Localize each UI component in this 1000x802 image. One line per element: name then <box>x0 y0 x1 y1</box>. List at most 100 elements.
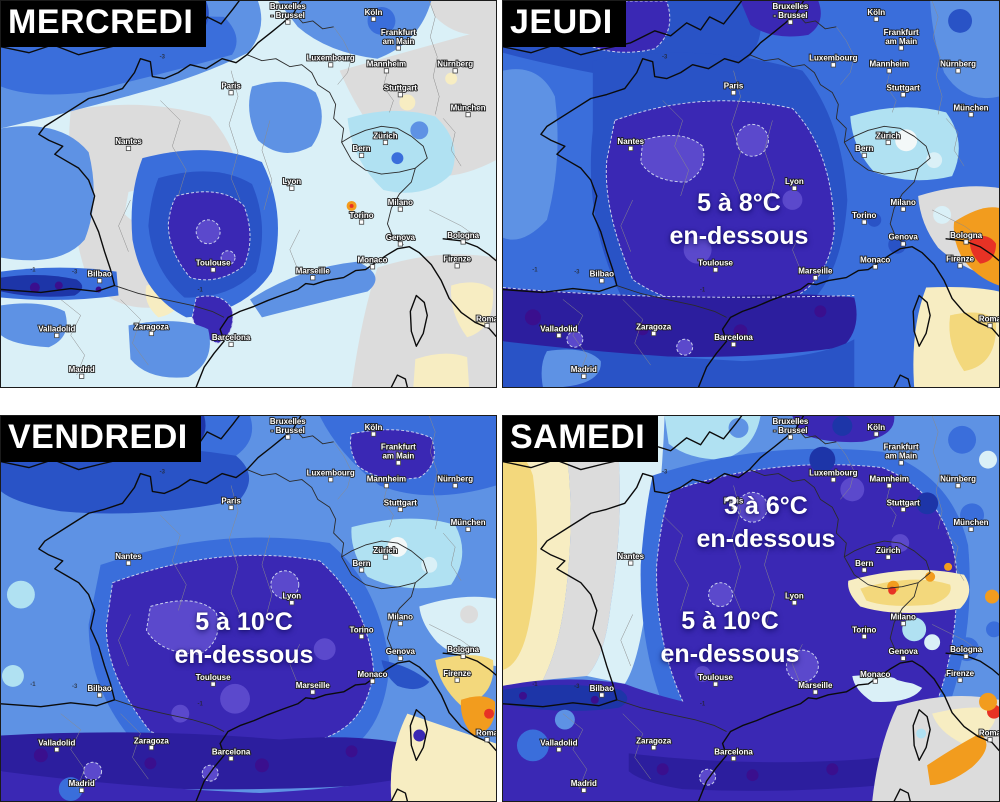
city-label: Mannheim <box>367 475 406 484</box>
city-marker <box>900 92 906 98</box>
city-label: Zaragoza <box>134 736 169 745</box>
panel-title-vendredi: VENDREDI <box>1 416 201 462</box>
city-label: Barcelona <box>714 333 753 342</box>
city-marker <box>861 567 867 573</box>
city-marker <box>97 278 103 284</box>
city-marker <box>861 152 867 158</box>
city-marker <box>599 692 605 698</box>
city-label: Luxembourg <box>307 54 355 63</box>
city-marker <box>730 504 737 511</box>
city-label: Torino <box>349 211 373 220</box>
city-marker <box>369 264 376 270</box>
svg-text:-3: -3 <box>160 470 166 476</box>
city-label: Nantes <box>617 137 644 146</box>
city-marker <box>812 689 818 695</box>
department-borders <box>562 416 979 790</box>
city-marker <box>397 241 403 247</box>
city-marker <box>873 16 879 22</box>
city-label: Bern <box>855 559 873 568</box>
city-marker <box>957 263 963 269</box>
city-marker <box>628 145 634 152</box>
city-label: Toulouse <box>196 259 231 268</box>
city-marker <box>830 62 836 68</box>
city-marker <box>955 483 961 489</box>
city-marker <box>900 621 906 627</box>
city-label: Milano <box>891 198 916 207</box>
city-marker <box>328 477 334 483</box>
contour-labels: -1 -3 -1 -3 <box>532 470 706 708</box>
city-label: München <box>954 103 989 112</box>
city-label: Bilbao <box>87 270 111 279</box>
city-marker <box>885 554 891 560</box>
city-marker <box>125 560 132 566</box>
city-label: Stuttgart <box>887 84 921 93</box>
city-marker <box>787 19 794 25</box>
city-marker <box>730 755 737 762</box>
city-label: Zaragoza <box>636 736 672 745</box>
city-marker <box>900 206 906 212</box>
city-label: Roma <box>979 729 999 738</box>
map-samedi: -1 -3 -1 -3 Bruxelles- Brussel Köln Frankfurta… <box>503 416 999 801</box>
city-marker <box>358 633 365 640</box>
city-marker <box>963 239 969 245</box>
city-label: Valladolid <box>38 738 75 747</box>
city-label: Toulouse <box>196 673 231 682</box>
city-label: Lyon <box>282 592 301 601</box>
city-marker <box>873 431 879 437</box>
city-marker <box>791 185 798 191</box>
city-marker <box>968 112 974 118</box>
svg-text:-1: -1 <box>198 287 204 293</box>
city-label: Luxembourg <box>809 54 857 63</box>
city-label: Frankfurt <box>381 443 416 452</box>
city-label: - Brussel <box>773 11 807 20</box>
city-label: Nürnberg <box>940 475 976 484</box>
city-label: Bruxelles <box>772 417 808 426</box>
city-marker <box>454 263 460 269</box>
city-marker <box>210 681 216 687</box>
city-marker <box>861 219 867 225</box>
city-label: Monaco <box>860 670 890 679</box>
city-label: Roma <box>476 729 496 738</box>
city-marker <box>957 677 963 683</box>
city-label: - Brussel <box>271 426 305 435</box>
city-label: Monaco <box>357 256 387 265</box>
city-label: Stuttgart <box>887 498 921 507</box>
city-marker <box>484 322 490 329</box>
city-marker <box>79 787 85 793</box>
city-label: Madrid <box>69 779 95 788</box>
city-marker <box>383 483 390 489</box>
city-marker <box>712 681 719 687</box>
city-marker <box>556 747 562 753</box>
city-marker <box>382 554 389 560</box>
country-borders <box>616 12 931 318</box>
city-marker <box>787 434 794 440</box>
city-marker <box>898 45 904 51</box>
city-label: Bologna <box>447 645 479 654</box>
city-label: Bruxelles <box>270 2 306 11</box>
svg-text:-3: -3 <box>72 684 78 690</box>
svg-text:-1: -1 <box>30 682 36 688</box>
city-label: Monaco <box>357 670 387 679</box>
city-marker <box>452 68 458 74</box>
city-label: Torino <box>349 625 373 634</box>
city-label: Firenze <box>443 255 471 264</box>
city-marker <box>900 506 906 513</box>
city-label: am Main <box>885 37 917 46</box>
city-marker <box>460 239 466 245</box>
city-label: Zaragoza <box>134 322 170 331</box>
city-marker <box>358 567 365 573</box>
city-label: Mannheim <box>870 475 909 484</box>
contour-labels: -1 -3 -1 -3 <box>30 55 203 294</box>
city-marker <box>310 275 316 281</box>
city-marker <box>900 655 906 661</box>
city-marker <box>289 600 295 606</box>
city-marker <box>228 341 234 348</box>
city-label: Luxembourg <box>307 469 355 478</box>
city-label: Barcelona <box>212 333 251 342</box>
city-marker <box>210 267 216 273</box>
city-marker <box>285 434 291 440</box>
city-label: Marseille <box>296 681 331 690</box>
department-borders <box>562 1 979 376</box>
city-marker <box>97 692 103 698</box>
